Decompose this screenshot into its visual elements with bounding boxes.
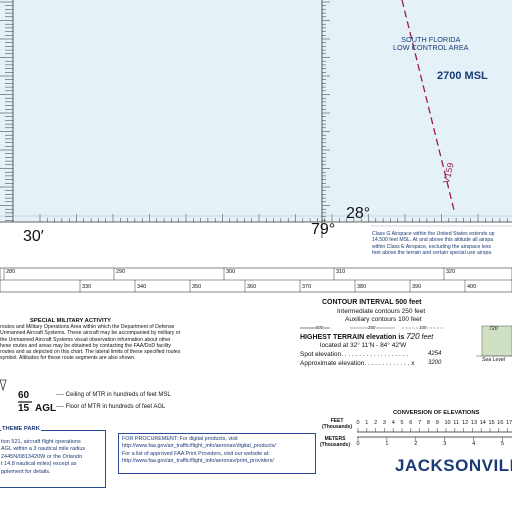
- ruler-label-bottom: 330: [82, 284, 92, 290]
- ruler-label-bottom: 390: [412, 284, 422, 290]
- spot-elevation-value: 4254: [428, 351, 442, 357]
- ruler-label-bottom: 370: [302, 284, 312, 290]
- contour-interval: CONTOUR INTERVAL 500 feet: [322, 299, 422, 306]
- low-control-area-label: SOUTH FLORIDA LOW CONTROL AREA: [393, 35, 469, 53]
- feet-tick-label: 11: [453, 420, 460, 426]
- ruler-label-top: 290: [116, 269, 126, 275]
- theme-park-body: tion 521, aircraft flight operations AGL…: [1, 439, 86, 475]
- highest-terrain-unit: feet: [421, 334, 434, 341]
- feet-tick-label: 3: [382, 420, 386, 426]
- mtr-bottom-number: 15: [18, 403, 30, 414]
- feet-tick-label: 14: [479, 420, 486, 426]
- ruler-label-bottom: 380: [357, 284, 367, 290]
- water-area: [0, 0, 512, 222]
- feet-tick-label: 15: [488, 420, 495, 426]
- latitude-label: 28°: [346, 205, 371, 222]
- mtr-arrow-icon: [0, 379, 7, 392]
- highest-terrain-label: HIGHEST TERRAIN elevation is: [300, 334, 405, 341]
- feet-tick-label: 17: [506, 420, 512, 426]
- ruler-label-bottom: 340: [137, 284, 147, 290]
- approx-elevation-label: Approximate elevation. . . . . . . . . .…: [300, 360, 415, 367]
- procurement-box: FOR PROCUREMENT: For digital products, v…: [118, 433, 316, 474]
- feet-tick-label: 8: [426, 420, 430, 426]
- ruler-label-top: 280: [6, 269, 16, 275]
- feet-tick-label: 10: [444, 420, 451, 426]
- ruler-label-bottom: 350: [192, 284, 202, 290]
- feet-tick-label: 9: [435, 420, 439, 426]
- tint-value: 720: [489, 326, 498, 332]
- meter-tick-label: 3: [443, 441, 447, 447]
- feet-tick-label: 6: [409, 420, 413, 426]
- theme-park-title: THEME PARK: [1, 426, 41, 432]
- ruler-label-top: 310: [336, 269, 346, 275]
- mtr-unit: AGL: [35, 403, 57, 414]
- left-tick-bar: [0, 0, 14, 222]
- military-title: SPECIAL MILITARY ACTIVITY: [30, 318, 112, 324]
- class-g-note: Class G Airspace within the United State…: [372, 231, 495, 256]
- victor-airway-v159: [401, 0, 455, 211]
- feet-tick-label: 1: [365, 420, 369, 426]
- meter-tick-label: 2: [414, 441, 418, 447]
- spot-elevation-label: Spot elevation. . . . . . . . . . . . . …: [300, 351, 409, 358]
- terrain-tint-swatch: [481, 325, 512, 357]
- feet-tick-label: 2: [374, 420, 378, 426]
- conversion-title: CONVERSION OF ELEVATIONS: [393, 410, 480, 416]
- mtr-ceiling-text: ---- Ceiling of MTR in hundreds of feet …: [56, 392, 171, 398]
- procurement-text: FOR PROCUREMENT: For digital products, v…: [122, 436, 276, 465]
- contour-auxiliary: Auxiliary contours 100 feet: [345, 316, 422, 323]
- contour-250-label: 250: [368, 325, 376, 330]
- contour-500-label: 500: [316, 325, 324, 330]
- contour-100-label: 100: [419, 325, 427, 330]
- longitude-label: 79°: [311, 221, 336, 238]
- meter-tick-label: 4: [472, 441, 476, 447]
- ruler-label-bottom: 360: [247, 284, 257, 290]
- mtr-top-number: 60: [18, 390, 30, 401]
- feet-label: FEET (Thousands): [322, 418, 352, 430]
- meter-tick-label: 5: [501, 441, 505, 447]
- ruler-ticks: [3, 268, 466, 292]
- feet-tick-label: 5: [400, 420, 404, 426]
- highest-terrain-text: HIGHEST TERRAIN elevation is 720 feet: [300, 332, 433, 341]
- feet-tick-label: 13: [470, 420, 478, 426]
- feet-tick-label: 16: [497, 420, 504, 426]
- meter-tick-label: 0: [356, 441, 360, 447]
- feet-tick-label: 0: [356, 420, 360, 426]
- meter-tick-label: 1: [385, 441, 389, 447]
- chart-name: JACKSONVILL: [395, 456, 512, 475]
- ruler-label-top: 320: [446, 269, 456, 275]
- approx-elevation-value: 3200: [428, 360, 442, 366]
- ruler-label-top: 300: [226, 269, 236, 275]
- minutes-label: 30′: [23, 228, 44, 245]
- feet-tick-label: 4: [391, 420, 395, 426]
- sea-level-label: Sea Level: [482, 357, 506, 363]
- feet-tick-label: 7: [418, 420, 422, 426]
- ruler-label-bottom: 400: [467, 284, 477, 290]
- contour-intermediate: Intermediate contours 250 feet: [337, 308, 426, 315]
- mtr-floor-text: ---- Floor of MTR in hundreds of feet AG…: [56, 404, 166, 410]
- conversion-ticks: [357, 428, 508, 441]
- feet-tick-label: 12: [462, 420, 469, 426]
- highest-terrain-location: located at 32° 11′N - 84° 42′W: [320, 342, 407, 349]
- highest-terrain-value: 720: [406, 332, 420, 341]
- theme-park-box: THEME PARK tion 521, aircraft flight ope…: [0, 426, 106, 488]
- parallel-tick-marks: [39, 214, 508, 222]
- meridian-tick-bar: [322, 1, 330, 221]
- altitude-label: 2700 MSL: [437, 70, 488, 82]
- meters-label: METERS (Thousands): [320, 436, 350, 448]
- military-body: routes and Military Operations Area with…: [0, 324, 181, 362]
